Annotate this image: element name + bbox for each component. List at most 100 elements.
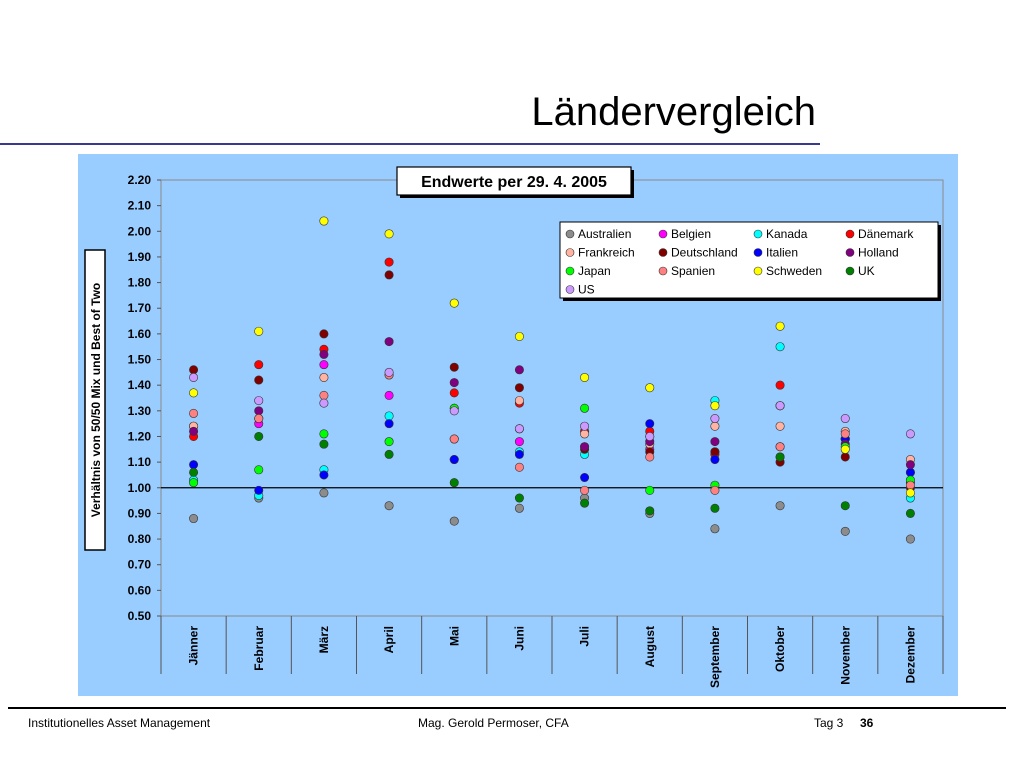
- data-point: [514, 331, 524, 341]
- legend-marker: [845, 266, 855, 276]
- y-tick-label: 1.30: [128, 404, 152, 418]
- data-point: [710, 401, 720, 411]
- y-tick-label: 1.50: [128, 353, 152, 367]
- legend-label: UK: [858, 264, 875, 278]
- legend-label: Japan: [578, 264, 611, 278]
- y-tick-label: 1.40: [128, 378, 152, 392]
- y-tick-label: 1.80: [128, 276, 152, 290]
- y-tick-label: 0.50: [128, 609, 152, 623]
- x-tick-label: Mai: [447, 626, 461, 646]
- data-point: [319, 349, 329, 359]
- y-tick-label: 1.90: [128, 250, 152, 264]
- footer-left-text: Institutionelles Asset Management: [28, 716, 211, 730]
- data-point: [254, 431, 264, 441]
- data-point: [905, 467, 915, 477]
- legend-marker: [753, 266, 763, 276]
- data-point: [710, 485, 720, 495]
- legend-marker: [658, 248, 668, 257]
- legend-marker: [658, 266, 668, 276]
- data-point: [319, 360, 329, 370]
- data-point: [189, 514, 199, 524]
- chart-title: Endwerte per 29. 4. 2005: [421, 174, 607, 191]
- y-tick-label: 1.20: [128, 429, 152, 443]
- x-tick-label: Jänner: [187, 626, 201, 666]
- data-point: [710, 524, 720, 534]
- data-point: [710, 437, 720, 447]
- data-point: [840, 501, 850, 511]
- data-point: [514, 383, 524, 393]
- data-point: [254, 375, 264, 385]
- data-point: [775, 401, 785, 411]
- legend-label: Italien: [766, 246, 798, 260]
- data-point: [319, 329, 329, 339]
- data-point: [514, 462, 524, 472]
- data-point: [319, 216, 329, 226]
- data-point: [710, 421, 720, 431]
- data-point: [514, 424, 524, 434]
- x-tick-label: Februar: [252, 626, 266, 671]
- data-point: [580, 403, 590, 413]
- data-point: [189, 365, 199, 375]
- data-point: [384, 270, 394, 280]
- data-point: [384, 501, 394, 511]
- data-point: [580, 421, 590, 431]
- data-point: [254, 326, 264, 336]
- data-point: [514, 493, 524, 503]
- data-point: [189, 388, 199, 398]
- data-point: [710, 447, 720, 457]
- y-tick-label: 1.60: [128, 327, 152, 341]
- data-point: [449, 362, 459, 372]
- chart-title-box: [396, 166, 632, 196]
- data-point: [514, 449, 524, 459]
- data-point: [840, 414, 850, 424]
- legend-label: US: [578, 283, 595, 297]
- legend-marker: [565, 248, 575, 257]
- legend-label: Spanien: [671, 264, 715, 278]
- data-point: [319, 439, 329, 449]
- y-tick-label: 1.70: [128, 301, 152, 315]
- data-point: [775, 321, 785, 331]
- legend-label: Holland: [858, 246, 899, 260]
- legend-label: Australien: [578, 227, 631, 241]
- legend-marker: [565, 229, 575, 239]
- footer-author: Mag. Gerold Permoser, CFA: [418, 716, 569, 730]
- data-point: [189, 460, 199, 470]
- data-point: [189, 408, 199, 418]
- data-point: [189, 426, 199, 436]
- data-point: [384, 449, 394, 459]
- data-point: [189, 478, 199, 488]
- data-point: [580, 473, 590, 483]
- data-point: [384, 367, 394, 377]
- data-point: [775, 380, 785, 390]
- legend-label: Dänemark: [858, 227, 914, 241]
- data-point: [775, 442, 785, 452]
- x-tick-label: Dezember: [903, 626, 917, 684]
- data-point: [710, 455, 720, 465]
- legend-marker: [845, 248, 855, 257]
- data-point: [254, 414, 264, 424]
- data-point: [254, 360, 264, 370]
- y-tick-label: 1.00: [128, 481, 152, 495]
- x-tick-label: August: [643, 626, 657, 667]
- data-point: [905, 460, 915, 470]
- data-point: [254, 406, 264, 416]
- data-point: [775, 501, 785, 511]
- data-point: [645, 452, 655, 462]
- data-point: [449, 516, 459, 526]
- y-axis-label-box: [84, 249, 106, 551]
- data-point: [319, 390, 329, 400]
- legend-marker: [753, 229, 763, 239]
- legend-label: Kanada: [766, 227, 808, 241]
- data-point: [319, 470, 329, 480]
- data-point: [840, 429, 850, 439]
- data-point: [645, 506, 655, 516]
- data-point: [384, 229, 394, 239]
- data-point: [384, 437, 394, 447]
- data-point: [580, 498, 590, 508]
- data-point: [514, 437, 524, 447]
- legend-label: Schweden: [766, 264, 822, 278]
- data-point: [840, 526, 850, 536]
- data-point: [449, 478, 459, 488]
- legend-label: Frankreich: [578, 246, 635, 260]
- data-point: [254, 465, 264, 475]
